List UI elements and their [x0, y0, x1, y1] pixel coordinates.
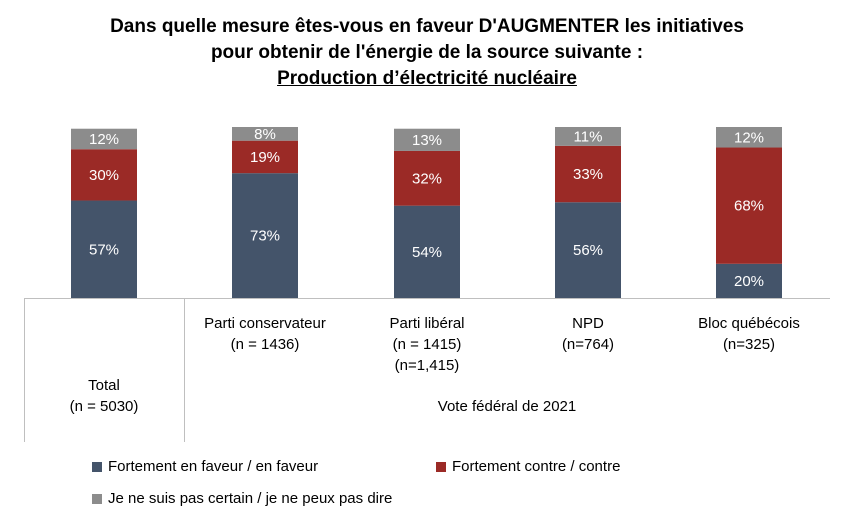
- bar-segment-1-1: [232, 140, 298, 174]
- category-label-line: Total: [88, 377, 120, 394]
- legend-label: Fortement contre / contre: [452, 458, 621, 475]
- category-label-line: [24, 312, 184, 333]
- data-label-0-2: 54%: [412, 244, 442, 261]
- data-label-1-4: 68%: [734, 198, 764, 215]
- category-label-3: NPD (n=764): [508, 313, 668, 355]
- chart-title-line-1: Dans quelle mesure êtes-vous en faveur D…: [110, 16, 744, 37]
- category-label-line: Bloc québécois: [698, 315, 800, 332]
- bar-segment-0-1: [232, 173, 298, 298]
- bar-segment-2-4: [716, 127, 782, 148]
- legend-swatch: [92, 461, 102, 472]
- chart-title-line-2: pour obtenir de l'énergie de la source s…: [210, 42, 644, 63]
- chart-subtitle: Production d’électricité nucléaire: [277, 68, 577, 89]
- bar-segment-0-2: [394, 205, 460, 298]
- bar-segment-2-2: [394, 128, 460, 151]
- chart-title: Dans quelle mesure êtes-vous en faveur D…: [0, 14, 854, 92]
- data-label-0-4: 20%: [734, 273, 764, 290]
- category-label-1: Parti conservateur (n = 1436): [185, 313, 345, 355]
- legend-label: Je ne suis pas certain / je ne peux pas …: [108, 490, 393, 507]
- bar-segment-0-3: [555, 202, 621, 298]
- legend-swatch: [92, 493, 102, 504]
- data-label-2-1: 8%: [254, 126, 276, 143]
- category-label-4: Bloc québécois (n=325): [669, 313, 829, 355]
- bar-segment-2-0: [71, 128, 137, 150]
- category-label-line: (n=1,415): [394, 357, 460, 374]
- category-label-line: (n = 1436): [230, 336, 300, 353]
- category-label-0: Total (n = 5030): [24, 312, 184, 417]
- legend-swatch: [436, 461, 446, 472]
- category-label-line: (n=764): [561, 336, 615, 353]
- bar-segment-2-3: [555, 127, 621, 146]
- bar-segment-2-1: [232, 127, 298, 141]
- data-label-1-2: 32%: [412, 170, 442, 187]
- bar-segment-0-0: [71, 200, 137, 298]
- bar-segment-1-2: [394, 150, 460, 206]
- data-label-2-4: 12%: [734, 129, 764, 146]
- category-label-line: NPD: [572, 315, 604, 332]
- legend-item-2: Je ne suis pas certain / je ne peux pas …: [92, 490, 392, 507]
- data-label-1-3: 33%: [573, 166, 603, 183]
- category-label-line: (n=325): [722, 336, 776, 353]
- category-label-line: (n = 1415): [392, 336, 462, 353]
- category-label-line: Parti libéral: [389, 315, 465, 332]
- data-label-2-0: 12%: [89, 131, 119, 148]
- data-label-0-3: 56%: [573, 242, 603, 259]
- category-label-line: [24, 333, 184, 354]
- data-label-2-3: 11%: [574, 128, 603, 145]
- bar-segment-1-0: [71, 149, 137, 201]
- category-label-line: (n = 5030): [69, 398, 139, 415]
- bar-segment-1-3: [555, 145, 621, 203]
- category-label-line: Parti conservateur: [204, 315, 326, 332]
- data-label-1-0: 30%: [89, 167, 119, 184]
- bar-segment-1-4: [716, 147, 782, 264]
- legend-label: Fortement en faveur / en faveur: [108, 458, 319, 475]
- category-label-2: Parti libéral (n = 1415) (n=1,415): [347, 313, 507, 376]
- data-label-1-1: 19%: [250, 149, 280, 166]
- data-label-2-2: 13%: [412, 132, 442, 149]
- bar-segment-0-4: [716, 263, 782, 298]
- data-label-0-0: 57%: [89, 241, 119, 258]
- data-label-0-1: 73%: [250, 228, 280, 245]
- legend-item-0: Fortement en faveur / en faveur: [92, 458, 318, 475]
- legend-item-1: Fortement contre / contre: [436, 458, 620, 475]
- group-label-vote-federal: Vote fédéral de 2021: [437, 398, 577, 415]
- category-label-line: [24, 354, 184, 375]
